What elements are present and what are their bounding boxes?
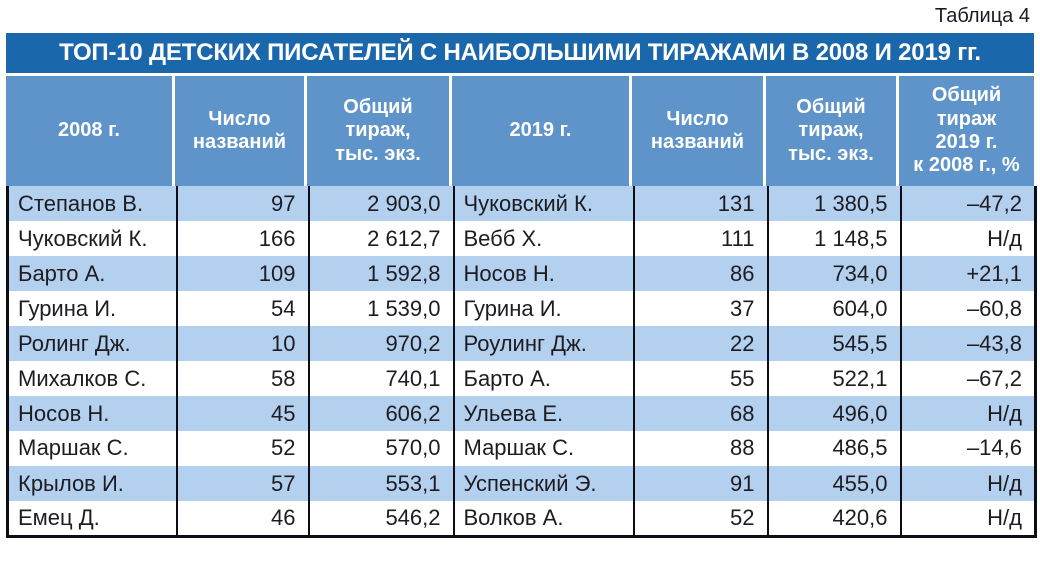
value-cell: Н/д (900, 466, 1036, 501)
table-body: Степанов В. 97 2 903,0 Чуковский К. 131 1 380… (7, 186, 1036, 536)
table-title: ТОП-10 ДЕТСКИХ ПИСАТЕЛЕЙ С НАИБОЛЬШИМИ Т… (59, 39, 981, 66)
table-row: Емец Д. 46 546,2 Волков А. 52 420,6 Н/д (7, 501, 1036, 536)
value-cell: Н/д (900, 396, 1036, 431)
author-cell: Крылов И. (7, 466, 178, 501)
author-cell: Чуковский К. (7, 221, 178, 256)
author-cell: Чуковский К. (453, 186, 635, 221)
value-cell: 37 (633, 291, 769, 326)
value-cell: 52 (633, 501, 769, 536)
author-cell: Барто А. (7, 256, 178, 291)
value-cell: 734,0 (767, 256, 902, 291)
value-cell: 2 612,7 (308, 221, 455, 256)
table-caption-row: Таблица 4 (0, 0, 1040, 33)
author-cell: Роулинг Дж. (453, 326, 635, 361)
author-cell: Волков А. (453, 501, 635, 536)
table-row: Ролинг Дж. 10 970,2 Роулинг Дж. 22 545,5 –43,8 (7, 326, 1036, 361)
table-row: Чуковский К. 166 2 612,7 Вебб Х. 111 1 148,5 Н… (7, 221, 1036, 256)
top10-authors-table: ТОП-10 ДЕТСКИХ ПИСАТЕЛЕЙ С НАИБОЛЬШИМИ Т… (6, 33, 1037, 538)
value-cell: 111 (633, 221, 769, 256)
author-cell: Ульева Е. (453, 396, 635, 431)
table-row: Степанов В. 97 2 903,0 Чуковский К. 131 1 380… (7, 186, 1036, 221)
column-header-percent-change: Общий тираж 2019 г. к 2008 г., % (899, 76, 1034, 186)
value-cell: 604,0 (767, 291, 902, 326)
value-cell: 58 (176, 361, 310, 396)
value-cell: 740,1 (308, 361, 455, 396)
value-cell: +21,1 (900, 256, 1036, 291)
column-header-printrun-2019: Общий тираж, тыс. экз. (766, 76, 899, 186)
value-cell: 606,2 (308, 396, 455, 431)
value-cell: 1 148,5 (767, 221, 902, 256)
table-row: Маршак С. 52 570,0 Маршак С. 88 486,5 –14,6 (7, 431, 1036, 466)
value-cell: 486,5 (767, 431, 902, 466)
author-cell: Успенский Э. (453, 466, 635, 501)
author-cell: Вебб Х. (453, 221, 635, 256)
author-cell: Маршак С. (453, 431, 635, 466)
value-cell: 97 (176, 186, 310, 221)
author-cell: Ролинг Дж. (7, 326, 178, 361)
table-row: Гурина И. 54 1 539,0 Гурина И. 37 604,0 –60,8 (7, 291, 1036, 326)
author-cell: Носов Н. (7, 396, 178, 431)
value-cell: –47,2 (900, 186, 1036, 221)
table-row: Барто А. 109 1 592,8 Носов Н. 86 734,0 +21,1 (7, 256, 1036, 291)
value-cell: 970,2 (308, 326, 455, 361)
author-cell: Носов Н. (453, 256, 635, 291)
value-cell: 91 (633, 466, 769, 501)
column-header-2019: 2019 г. (452, 76, 632, 186)
value-cell: 54 (176, 291, 310, 326)
value-cell: 52 (176, 431, 310, 466)
author-cell: Гурина И. (7, 291, 178, 326)
value-cell: Н/д (987, 504, 1022, 530)
column-header-titles-2008: Число названий (175, 76, 307, 186)
value-cell: 46 (176, 501, 310, 536)
value-cell: 109 (176, 256, 310, 291)
value-cell: 88 (633, 431, 769, 466)
table-header-row: 2008 г. Число названий Общий тираж, тыс.… (6, 76, 1034, 186)
value-cell: 522,1 (767, 361, 902, 396)
table-row: Носов Н. 45 606,2 Ульева Е. 68 496,0 Н/д (7, 396, 1036, 431)
value-cell: 55 (633, 361, 769, 396)
value-cell: 68 (633, 396, 769, 431)
value-cell: –14,6 (966, 435, 1022, 460)
author-cell: Барто А. (453, 361, 635, 396)
table-title-bar: ТОП-10 ДЕТСКИХ ПИСАТЕЛЕЙ С НАИБОЛЬШИМИ Т… (6, 33, 1034, 73)
column-header-2008: 2008 г. (6, 76, 175, 186)
author-cell: Михалков С. (7, 361, 178, 396)
value-cell: 10 (176, 326, 310, 361)
value-cell: 570,0 (308, 431, 455, 466)
value-cell: 22 (633, 326, 769, 361)
value-cell: 546,2 (308, 501, 455, 536)
author-cell: Гурина И. (453, 291, 635, 326)
table-row: Михалков С. 58 740,1 Барто А. 55 522,1 –67,2 (7, 361, 1036, 396)
column-header-titles-2019: Число названий (632, 76, 766, 186)
column-header-printrun-2008: Общий тираж, тыс. экз. (307, 76, 452, 186)
value-cell: 86 (633, 256, 769, 291)
table-row: Крылов И. 57 553,1 Успенский Э. 91 455,0 Н/д (7, 466, 1036, 501)
value-cell: –60,8 (966, 295, 1022, 321)
value-cell: 45 (176, 396, 310, 431)
value-cell: Н/д (987, 225, 1022, 251)
table-data: Степанов В. 97 2 903,0 Чуковский К. 131 1 380… (6, 186, 1037, 538)
value-cell: 553,1 (308, 466, 455, 501)
table-caption-label: Таблица 4 (934, 5, 1030, 27)
value-cell: 1 592,8 (308, 256, 455, 291)
value-cell: 166 (176, 221, 310, 256)
value-cell: 1 380,5 (767, 186, 902, 221)
value-cell: 545,5 (767, 326, 902, 361)
author-cell: Степанов В. (7, 186, 178, 221)
value-cell: 131 (633, 186, 769, 221)
value-cell: 1 539,0 (308, 291, 455, 326)
author-cell: Маршак С. (7, 431, 178, 466)
value-cell: 496,0 (767, 396, 902, 431)
value-cell: –67,2 (966, 365, 1022, 391)
value-cell: 57 (176, 466, 310, 501)
value-cell: 2 903,0 (308, 186, 455, 221)
author-cell: Емец Д. (7, 501, 178, 536)
value-cell: 420,6 (767, 501, 902, 536)
value-cell: 455,0 (767, 466, 902, 501)
value-cell: –43,8 (900, 326, 1036, 361)
